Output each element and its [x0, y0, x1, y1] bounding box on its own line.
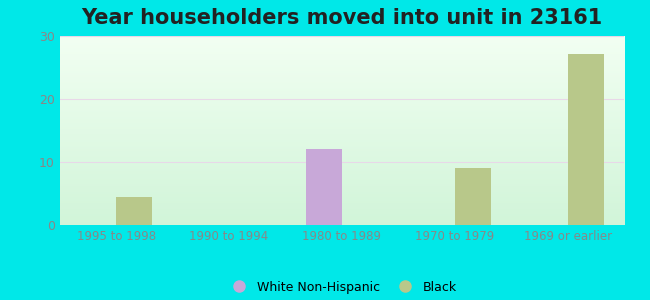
Bar [455, 168, 491, 225]
Legend: White Non-Hispanic, Black: White Non-Hispanic, Black [222, 276, 462, 299]
Title: Year householders moved into unit in 23161: Year householders moved into unit in 231… [81, 8, 603, 28]
Bar [116, 197, 152, 225]
Bar [567, 55, 604, 225]
Bar [306, 149, 342, 225]
